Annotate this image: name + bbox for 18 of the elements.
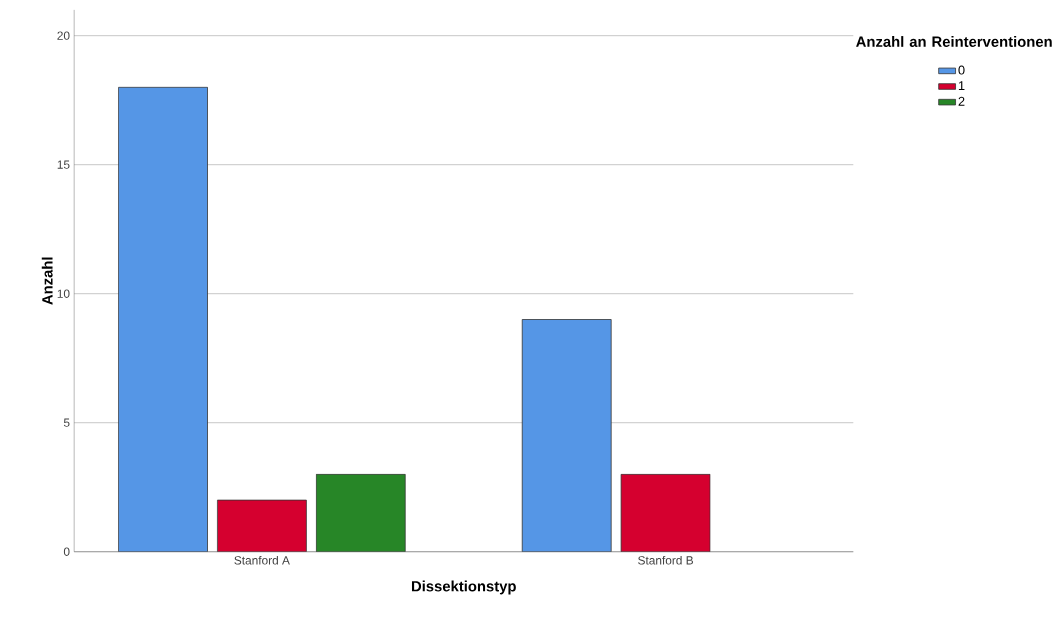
legend-label: 1 — [958, 81, 965, 91]
legend-title: Anzahl an Reinterventionen — [856, 36, 1052, 48]
bar — [216, 499, 307, 552]
y-tick-label: 5 — [63, 418, 70, 427]
bar — [620, 473, 711, 552]
y-tick-label: 10 — [57, 289, 70, 298]
y-tick-label: 15 — [57, 160, 70, 169]
bar — [521, 319, 612, 552]
legend-label: 2 — [958, 96, 965, 106]
y-tick-label: 0 — [63, 547, 70, 556]
y-axis-title: Anzahl — [41, 257, 53, 305]
bar — [118, 86, 208, 552]
x-tick-label: Stanford A — [234, 555, 290, 565]
x-tick-label: Stanford B — [638, 555, 693, 565]
bar — [315, 473, 406, 552]
y-tick-label: 20 — [57, 31, 70, 40]
legend-label: 0 — [958, 65, 965, 75]
x-axis-title: Dissektionstyp — [411, 580, 516, 595]
